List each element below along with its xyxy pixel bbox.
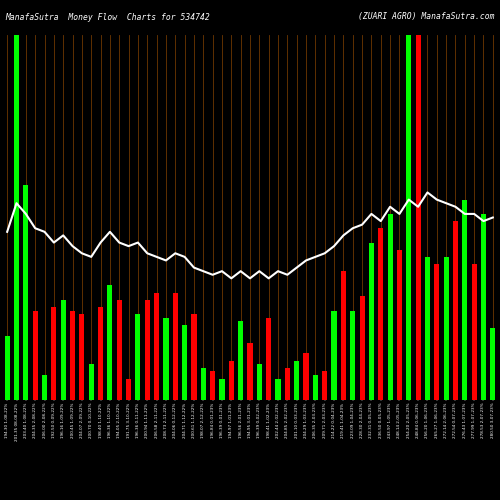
Bar bbox=[238, 322, 243, 400]
Bar bbox=[108, 286, 112, 400]
Bar bbox=[481, 214, 486, 400]
Bar bbox=[397, 250, 402, 400]
Bar bbox=[200, 368, 206, 400]
Bar bbox=[444, 257, 448, 400]
Bar bbox=[378, 228, 384, 400]
Bar bbox=[144, 300, 150, 400]
Bar bbox=[210, 372, 215, 400]
Bar bbox=[322, 372, 328, 400]
Bar bbox=[341, 271, 346, 400]
Bar bbox=[4, 336, 10, 400]
Bar bbox=[98, 307, 103, 400]
Bar bbox=[88, 364, 94, 400]
Bar bbox=[472, 264, 476, 400]
Bar bbox=[257, 364, 262, 400]
Bar bbox=[70, 310, 75, 400]
Bar bbox=[52, 307, 57, 400]
Text: (ZUARI AGRO) ManafaSutra.com: (ZUARI AGRO) ManafaSutra.com bbox=[358, 12, 495, 22]
Bar bbox=[42, 375, 47, 400]
Bar bbox=[182, 325, 187, 400]
Bar bbox=[229, 360, 234, 400]
Bar bbox=[154, 292, 159, 400]
Bar bbox=[126, 378, 131, 400]
Bar bbox=[14, 35, 19, 400]
Bar bbox=[406, 35, 411, 400]
Bar bbox=[192, 314, 196, 400]
Bar bbox=[425, 257, 430, 400]
Bar bbox=[490, 328, 496, 400]
Bar bbox=[332, 310, 336, 400]
Bar bbox=[434, 264, 440, 400]
Bar bbox=[80, 314, 84, 400]
Bar bbox=[350, 310, 356, 400]
Bar bbox=[116, 300, 122, 400]
Bar bbox=[369, 242, 374, 400]
Bar bbox=[172, 292, 178, 400]
Bar bbox=[24, 186, 28, 400]
Bar bbox=[164, 318, 168, 400]
Bar bbox=[248, 342, 252, 400]
Bar bbox=[266, 318, 271, 400]
Bar bbox=[360, 296, 364, 400]
Bar bbox=[285, 368, 290, 400]
Bar bbox=[294, 360, 300, 400]
Bar bbox=[276, 378, 280, 400]
Bar bbox=[313, 375, 318, 400]
Bar bbox=[304, 354, 308, 400]
Bar bbox=[136, 314, 140, 400]
Bar bbox=[220, 378, 224, 400]
Bar bbox=[453, 221, 458, 400]
Bar bbox=[32, 310, 38, 400]
Bar bbox=[416, 35, 420, 400]
Bar bbox=[388, 214, 392, 400]
Bar bbox=[462, 200, 468, 400]
Bar bbox=[60, 300, 66, 400]
Text: ManafaSutra  Money Flow  Charts for 534742: ManafaSutra Money Flow Charts for 534742 bbox=[5, 12, 210, 22]
